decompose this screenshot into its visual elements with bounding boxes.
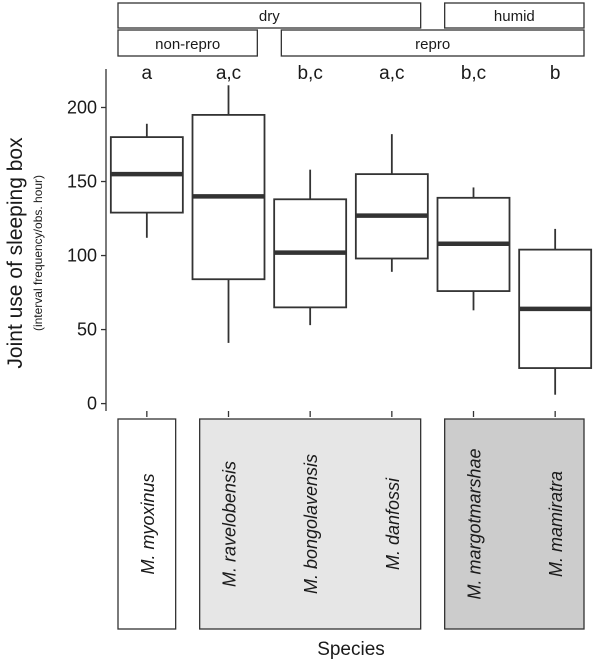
strip-label-climate_groups: dry <box>259 8 280 25</box>
significance-letter: a <box>142 63 153 84</box>
strip-label-repro_groups: repro <box>415 36 450 53</box>
box-2 <box>191 85 266 343</box>
x-tick-label: M. ravelobensis <box>220 461 240 587</box>
box-1 <box>109 123 184 238</box>
x-tick-label: M. bongolavensis <box>301 454 321 594</box>
box-4 <box>354 134 429 272</box>
strip-box-repro_groups <box>117 29 258 57</box>
species-panel <box>444 418 585 630</box>
species-label-panels: M. myoxinus M. ravelobensis M. bongolavens… <box>117 418 585 630</box>
species-panel <box>199 418 422 630</box>
x-tick-label: M. margotmarshae <box>465 448 485 599</box>
significance-letter: a,c <box>216 63 241 84</box>
significance-letter: b,c <box>297 63 322 84</box>
strip-label-repro_groups: non-repro <box>155 36 220 53</box>
y-axis: 0 50 100 150 200 <box>67 69 107 414</box>
significance-letter: b,c <box>461 63 486 84</box>
x-tick-label: M. mamiratra <box>546 471 566 577</box>
y-axis-subtitle: (interval frequency/obs. hour) <box>31 175 45 331</box>
strip-label-climate_groups: humid <box>494 8 535 25</box>
x-tick-label: M. danfossi <box>383 477 403 570</box>
x-tick-label: M. myoxinus <box>138 473 158 574</box>
y-tick-label: 0 <box>87 394 97 414</box>
significance-letter: b <box>550 63 561 84</box>
plot-area <box>109 85 593 395</box>
y-tick-label: 100 <box>67 246 97 266</box>
y-axis-title: Joint use of sleeping box <box>4 137 27 369</box>
box-5 <box>436 187 511 311</box>
significance-letter: a,c <box>379 63 404 84</box>
x-axis <box>146 411 556 417</box>
strip-box-climate_groups <box>117 2 422 29</box>
strip-box-climate_groups <box>444 2 585 29</box>
y-tick-label: 200 <box>67 97 97 117</box>
strip-box-repro_groups <box>280 29 585 57</box>
significance-letters: a a,c b,c a,c b,c b <box>142 63 561 84</box>
species-panel <box>117 418 177 630</box>
box-6 <box>518 228 593 395</box>
facet-strips: dry humid non-repro repro <box>117 2 585 57</box>
box-3 <box>273 169 348 326</box>
x-axis-title: Species <box>317 639 385 660</box>
y-tick-label: 150 <box>67 172 97 192</box>
y-tick-label: 50 <box>77 320 97 340</box>
